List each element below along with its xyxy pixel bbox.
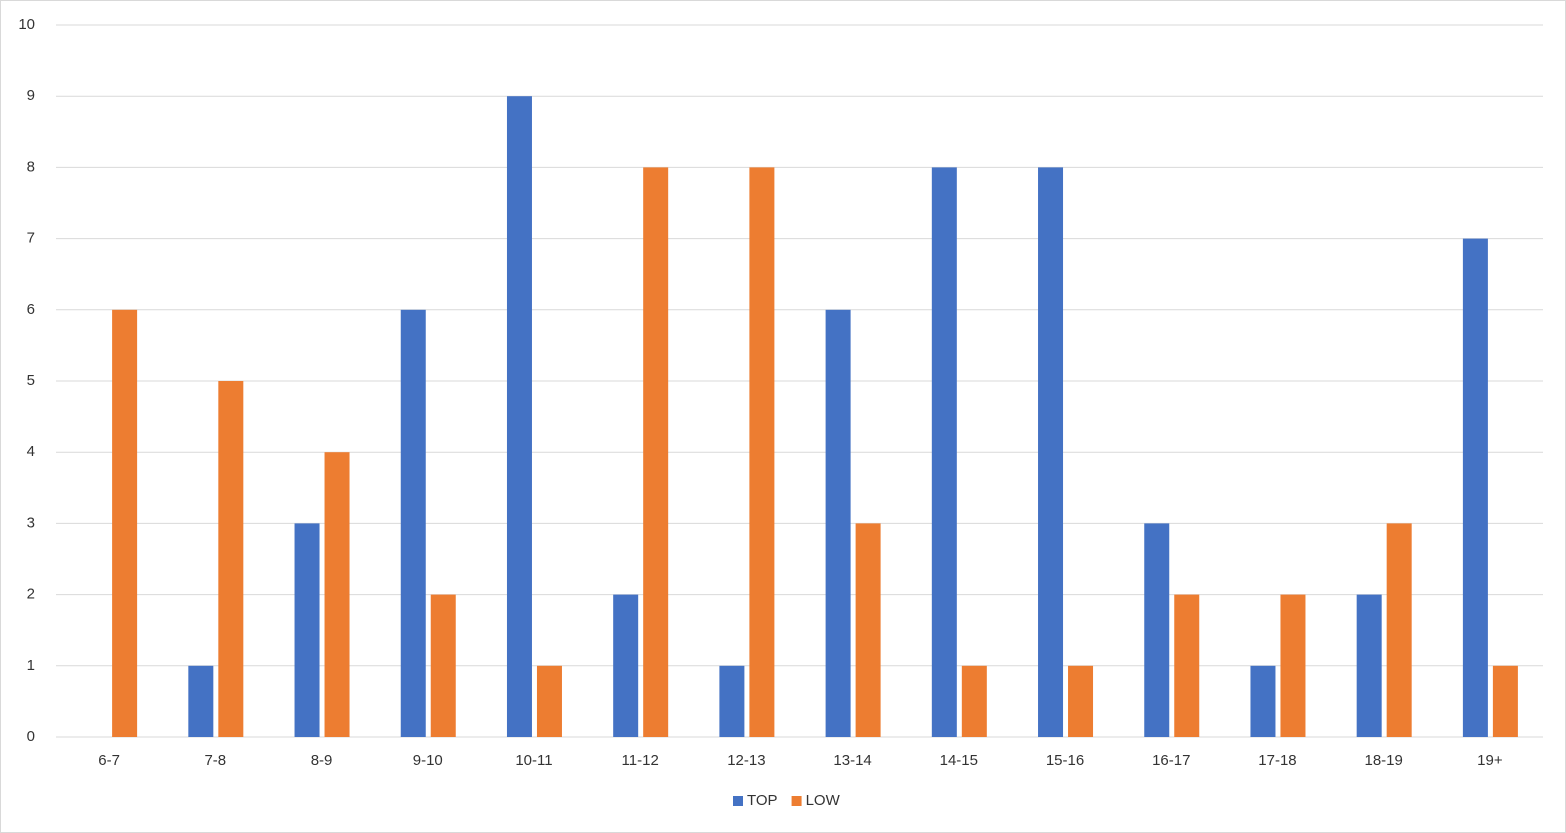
- legend-label: TOP: [747, 792, 778, 809]
- x-tick-label: 16-17: [1152, 752, 1190, 769]
- x-tick-label: 8-9: [311, 752, 333, 769]
- y-tick-label: 7: [27, 230, 35, 247]
- legend-swatch: [791, 796, 802, 806]
- x-tick-label: 11-12: [622, 752, 659, 769]
- bar: [294, 523, 320, 737]
- bar: [1462, 238, 1488, 737]
- y-tick-label: 1: [27, 657, 35, 674]
- bar: [855, 523, 881, 737]
- bar: [1356, 594, 1382, 737]
- bar: [112, 309, 138, 737]
- bar: [961, 665, 987, 737]
- bar: [719, 665, 745, 737]
- bar: [643, 167, 669, 737]
- x-tick-label: 18-19: [1364, 752, 1402, 769]
- x-tick-label: 9-10: [413, 752, 443, 769]
- bar: [430, 594, 456, 737]
- bar: [1386, 523, 1412, 737]
- x-tick-label: 7-8: [204, 752, 226, 769]
- bar: [324, 452, 350, 737]
- x-tick-label: 19+: [1477, 752, 1503, 769]
- bar: [400, 309, 426, 737]
- x-tick-label: 15-16: [1046, 752, 1084, 769]
- bar: [1280, 594, 1306, 737]
- bar: [825, 309, 851, 737]
- bar: [218, 381, 244, 737]
- y-tick-label: 5: [27, 372, 35, 389]
- y-tick-label: 3: [27, 514, 35, 531]
- bar: [1144, 523, 1170, 737]
- bar: [188, 665, 214, 737]
- bar: [1038, 167, 1064, 737]
- y-tick-label: 10: [18, 16, 35, 33]
- bar: [749, 167, 775, 737]
- bar: [613, 594, 639, 737]
- bar: [536, 665, 562, 737]
- legend-swatch: [733, 796, 743, 806]
- y-tick-label: 0: [27, 728, 35, 745]
- y-tick-label: 8: [27, 158, 35, 175]
- bar: [931, 167, 957, 737]
- y-tick-label: 6: [27, 301, 35, 318]
- x-tick-label: 17-18: [1258, 752, 1296, 769]
- bar: [506, 96, 532, 737]
- bar: [1250, 665, 1276, 737]
- bar: [1174, 594, 1200, 737]
- bar: [1068, 665, 1094, 737]
- bar: [1492, 665, 1518, 737]
- x-tick-label: 13-14: [833, 752, 871, 769]
- x-tick-label: 12-13: [727, 752, 765, 769]
- x-tick-label: 10-11: [515, 752, 552, 769]
- legend-label: LOW: [806, 792, 841, 809]
- y-tick-label: 2: [27, 586, 35, 603]
- y-tick-label: 4: [27, 443, 35, 460]
- x-tick-label: 6-7: [98, 752, 120, 769]
- y-tick-label: 9: [27, 87, 35, 104]
- x-tick-label: 14-15: [940, 752, 978, 769]
